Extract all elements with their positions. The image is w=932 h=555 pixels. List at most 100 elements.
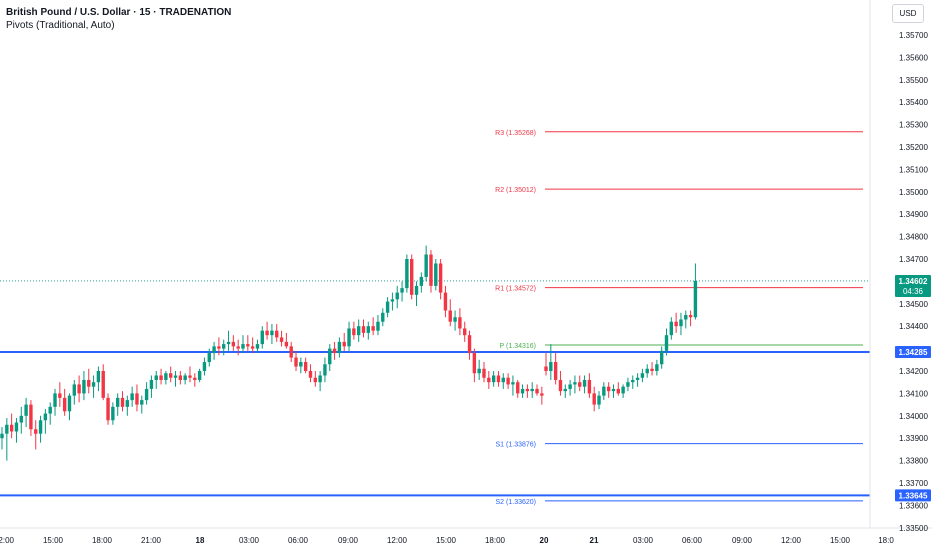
candle-body <box>130 393 134 401</box>
candle-body <box>19 415 23 423</box>
x-tick-label: 09:00 <box>338 536 359 545</box>
candle-body <box>43 413 48 421</box>
candle-body <box>467 335 472 354</box>
candle-body <box>169 373 173 378</box>
candle-body <box>611 388 616 392</box>
candle-body <box>458 317 462 329</box>
x-tick-label: 03:00 <box>239 536 260 545</box>
candle-body <box>275 330 279 338</box>
candle-body <box>453 317 457 322</box>
candle-body <box>553 362 558 380</box>
candle-body <box>323 364 327 376</box>
candle-body <box>511 382 515 385</box>
y-tick-label: 1.33700 <box>899 479 928 488</box>
candle-body <box>482 368 486 378</box>
candle-body <box>96 371 101 383</box>
candle-body <box>53 393 57 407</box>
candle-body <box>573 382 577 385</box>
x-tick-label: 18:0 <box>878 536 894 545</box>
x-tick-label: 06:00 <box>682 536 703 545</box>
y-tick-label: 1.35700 <box>899 31 928 40</box>
x-tick-label: 15:00 <box>43 536 64 545</box>
candle-body <box>207 353 211 363</box>
candle-body <box>414 285 419 295</box>
candle-body <box>197 371 202 380</box>
y-tick-label: 1.34900 <box>899 210 928 219</box>
chart-legend: British Pound / U.S. Dollar · 15 · TRADE… <box>6 6 231 32</box>
candle-body <box>62 397 67 412</box>
candle-body <box>376 321 380 331</box>
candle-body <box>405 259 409 289</box>
candle-body <box>487 377 491 383</box>
currency-button[interactable]: USD <box>892 4 924 23</box>
candle-body <box>635 377 640 380</box>
hline-price-tag-bg <box>895 345 931 358</box>
candle-body <box>568 384 572 389</box>
candle-body <box>173 375 178 378</box>
candle-body <box>5 424 9 434</box>
indicator-label[interactable]: Pivots (Traditional, Auto) <box>6 20 115 31</box>
candle-body <box>434 263 438 286</box>
candle-body <box>631 379 635 383</box>
candle-body <box>328 348 332 365</box>
candle-body <box>308 371 313 378</box>
candle-body <box>525 388 530 392</box>
candle-body <box>563 388 567 392</box>
x-tick-label: 03:00 <box>633 536 654 545</box>
candle-body <box>342 341 346 347</box>
candle-body <box>419 276 424 286</box>
candle-body <box>385 301 390 313</box>
candle-body <box>193 377 197 380</box>
candle-body <box>222 344 226 349</box>
candle-body <box>48 406 52 414</box>
x-tick-label: 18:00 <box>92 536 113 545</box>
candle-body <box>9 424 14 432</box>
x-tick-label: 09:00 <box>732 536 753 545</box>
candle-body <box>149 379 154 389</box>
candle-body <box>400 288 404 293</box>
x-tick-label: 06:00 <box>288 536 309 545</box>
candle-body <box>674 321 678 327</box>
candle-body <box>284 341 289 347</box>
candle-body <box>621 386 625 394</box>
candle-body <box>655 364 659 371</box>
y-tick-label: 1.34400 <box>899 322 928 331</box>
candle-body <box>125 400 130 407</box>
x-tick-label: 21 <box>590 536 599 545</box>
candle-body <box>477 368 481 374</box>
candle-body <box>188 375 192 378</box>
candle-body <box>602 386 606 396</box>
candle-body <box>29 404 33 430</box>
candle-body <box>270 330 274 336</box>
candle-body <box>669 321 674 336</box>
x-tick-label: 20 <box>540 536 549 545</box>
candle-body <box>549 362 553 371</box>
candle-body <box>616 388 620 394</box>
candle-body <box>82 379 86 394</box>
candle-body <box>578 382 582 387</box>
x-tick-label: 18 <box>196 536 205 545</box>
candle-body <box>544 366 548 371</box>
candle-body <box>178 375 183 380</box>
candle-body <box>472 353 477 374</box>
candle-body <box>448 310 452 322</box>
candle-body <box>106 397 110 421</box>
candle-body <box>356 326 361 336</box>
candle-body <box>443 292 448 311</box>
y-tick-label: 1.35400 <box>899 98 928 107</box>
last-price-tag: 1.34602 <box>899 277 928 286</box>
candle-body <box>438 263 443 293</box>
x-tick-label: 12:00 <box>781 536 802 545</box>
candle-body <box>664 335 669 351</box>
candle-body <box>463 328 467 336</box>
y-tick-label: 1.35200 <box>899 143 928 152</box>
candle-body <box>597 395 601 405</box>
candle-body <box>684 315 688 320</box>
symbol-title[interactable]: British Pound / U.S. Dollar · 15 · TRADE… <box>6 7 232 18</box>
candle-body <box>212 346 216 354</box>
x-tick-label: 15:00 <box>436 536 457 545</box>
candle-body <box>679 319 683 327</box>
candle-body <box>144 388 149 401</box>
